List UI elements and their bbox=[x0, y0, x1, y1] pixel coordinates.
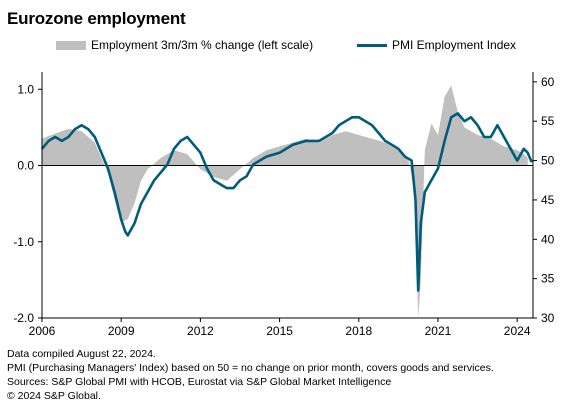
footnotes: Data compiled August 22, 2024. PMI (Purc… bbox=[7, 347, 494, 403]
x-axis-tick-label: 2018 bbox=[345, 324, 372, 338]
legend-item-pmi: PMI Employment Index bbox=[357, 38, 516, 52]
chart-title: Eurozone employment bbox=[7, 9, 186, 28]
legend: Employment 3m/3m % change (left scale) P… bbox=[0, 38, 577, 56]
footnote-copyright: © 2024 S&P Global. bbox=[7, 390, 101, 402]
left-axis-tick-label: 0.0 bbox=[17, 159, 34, 173]
footnote-pmi-definition: PMI (Purchasing Managers' Index) based o… bbox=[7, 362, 494, 374]
left-axis-tick-label: 1.0 bbox=[17, 82, 34, 96]
right-axis-tick-label: 45 bbox=[541, 193, 555, 207]
x-axis-tick-label: 2012 bbox=[187, 324, 214, 338]
right-axis-tick-label: 30 bbox=[541, 311, 555, 325]
x-axis-tick-label: 2021 bbox=[425, 324, 452, 338]
x-axis-tick-label: 2006 bbox=[29, 324, 56, 338]
left-axis-tick-label: -1.0 bbox=[13, 235, 34, 249]
pmi-line-series bbox=[41, 112, 533, 292]
legend-label-employment: Employment 3m/3m % change (left scale) bbox=[91, 38, 314, 52]
legend-swatch-area bbox=[56, 40, 86, 50]
right-axis-tick-label: 35 bbox=[541, 272, 555, 286]
left-axis-tick-label: -2.0 bbox=[13, 311, 34, 325]
legend-swatch-line bbox=[357, 43, 387, 47]
x-axis-tick-label: 2009 bbox=[108, 324, 135, 338]
right-axis-tick-label: 60 bbox=[541, 75, 555, 89]
x-axis-tick-label: 2015 bbox=[266, 324, 293, 338]
legend-item-employment: Employment 3m/3m % change (left scale) bbox=[56, 38, 313, 52]
chart-plot: -2.0 -1.0 0.0 1.0 30 35 40 45 50 55 60 2006 2009 2012… bbox=[13, 72, 555, 338]
footnote-sources: Sources: S&P Global PMI with HCOB, Euros… bbox=[7, 376, 392, 388]
x-axis-tick-label: 2024 bbox=[504, 324, 531, 338]
right-axis-tick-label: 55 bbox=[541, 114, 555, 128]
legend-label-pmi: PMI Employment Index bbox=[392, 38, 517, 52]
footnote-compiled: Data compiled August 22, 2024. bbox=[7, 348, 156, 360]
right-axis-tick-label: 40 bbox=[541, 232, 555, 246]
right-axis-tick-label: 50 bbox=[541, 154, 555, 168]
employment-area-series bbox=[42, 85, 528, 319]
